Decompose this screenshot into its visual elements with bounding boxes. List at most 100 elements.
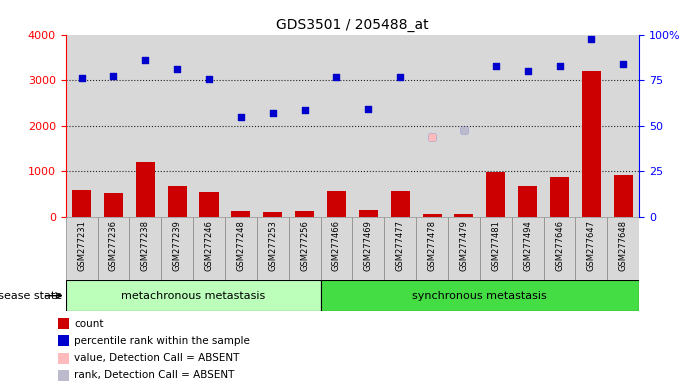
Text: GSM277253: GSM277253 xyxy=(268,220,277,271)
Text: GSM277256: GSM277256 xyxy=(300,220,309,271)
Point xyxy=(108,73,119,79)
Bar xyxy=(480,35,512,217)
Point xyxy=(554,63,565,70)
Bar xyxy=(72,190,91,217)
Bar xyxy=(257,35,289,217)
Bar xyxy=(321,280,639,311)
Point xyxy=(586,36,597,42)
Bar xyxy=(168,186,187,217)
Text: GSM277646: GSM277646 xyxy=(555,220,564,271)
Text: GSM277647: GSM277647 xyxy=(587,220,596,271)
Bar xyxy=(518,186,537,217)
Text: GSM277478: GSM277478 xyxy=(428,220,437,271)
Bar xyxy=(327,191,346,217)
Text: GSM277248: GSM277248 xyxy=(236,220,245,271)
Bar xyxy=(352,35,384,217)
Bar xyxy=(57,335,69,346)
Bar xyxy=(129,217,161,280)
Bar xyxy=(295,211,314,217)
Bar xyxy=(384,35,416,217)
Bar xyxy=(57,353,69,364)
Text: GSM277469: GSM277469 xyxy=(364,220,373,271)
Bar xyxy=(161,35,193,217)
Point xyxy=(491,63,502,70)
Point xyxy=(363,106,374,113)
Text: value, Detection Call = ABSENT: value, Detection Call = ABSENT xyxy=(74,353,240,363)
Bar xyxy=(321,217,352,280)
Bar xyxy=(390,191,410,217)
Bar xyxy=(66,280,321,311)
Point xyxy=(76,75,87,81)
Point xyxy=(331,74,342,81)
Point xyxy=(522,68,533,74)
Point xyxy=(426,134,437,140)
Bar xyxy=(97,217,129,280)
Bar xyxy=(582,71,601,217)
Text: disease state: disease state xyxy=(0,291,62,301)
Bar xyxy=(576,217,607,280)
Bar xyxy=(193,35,225,217)
Point xyxy=(458,127,469,133)
Bar xyxy=(416,35,448,217)
Bar xyxy=(480,217,512,280)
Bar xyxy=(416,217,448,280)
Text: count: count xyxy=(74,318,104,329)
Point xyxy=(140,56,151,63)
Bar xyxy=(512,35,544,217)
Bar xyxy=(129,35,161,217)
Bar xyxy=(512,217,544,280)
Bar xyxy=(544,217,576,280)
Point xyxy=(426,134,437,140)
Bar xyxy=(448,35,480,217)
Text: GSM277479: GSM277479 xyxy=(460,220,468,271)
Bar xyxy=(448,217,480,280)
Title: GDS3501 / 205488_at: GDS3501 / 205488_at xyxy=(276,18,428,32)
Text: GSM277466: GSM277466 xyxy=(332,220,341,271)
Bar xyxy=(135,162,155,217)
Text: synchronous metastasis: synchronous metastasis xyxy=(413,291,547,301)
Bar xyxy=(359,210,378,217)
Bar xyxy=(193,217,225,280)
Point xyxy=(236,114,247,120)
Bar xyxy=(486,172,505,217)
Bar xyxy=(104,193,123,217)
Bar xyxy=(57,318,69,329)
Bar xyxy=(161,217,193,280)
Point xyxy=(395,74,406,81)
Text: percentile rank within the sample: percentile rank within the sample xyxy=(74,336,250,346)
Bar xyxy=(97,35,129,217)
Bar xyxy=(550,177,569,217)
Bar xyxy=(384,217,416,280)
Point xyxy=(458,127,469,133)
Bar xyxy=(607,35,639,217)
Point xyxy=(171,66,182,72)
Text: metachronous metastasis: metachronous metastasis xyxy=(121,291,265,301)
Text: GSM277238: GSM277238 xyxy=(141,220,150,271)
Bar xyxy=(66,35,97,217)
Point xyxy=(618,61,629,67)
Point xyxy=(203,76,214,82)
Text: GSM277239: GSM277239 xyxy=(173,220,182,271)
Text: rank, Detection Call = ABSENT: rank, Detection Call = ABSENT xyxy=(74,370,234,381)
Bar xyxy=(200,192,218,217)
Bar xyxy=(57,370,69,381)
Bar xyxy=(289,35,321,217)
Bar xyxy=(231,211,250,217)
Text: GSM277648: GSM277648 xyxy=(618,220,627,271)
Text: GSM277494: GSM277494 xyxy=(523,220,532,271)
Bar xyxy=(352,217,384,280)
Bar xyxy=(576,35,607,217)
Point xyxy=(299,107,310,113)
Text: GSM277481: GSM277481 xyxy=(491,220,500,271)
Bar xyxy=(263,212,283,217)
Point xyxy=(267,110,278,116)
Bar xyxy=(422,214,442,217)
Text: GSM277231: GSM277231 xyxy=(77,220,86,271)
Bar xyxy=(66,217,97,280)
Bar xyxy=(225,35,257,217)
Bar xyxy=(225,217,257,280)
Bar xyxy=(544,35,576,217)
Bar xyxy=(607,217,639,280)
Text: GSM277246: GSM277246 xyxy=(205,220,214,271)
Bar xyxy=(321,35,352,217)
